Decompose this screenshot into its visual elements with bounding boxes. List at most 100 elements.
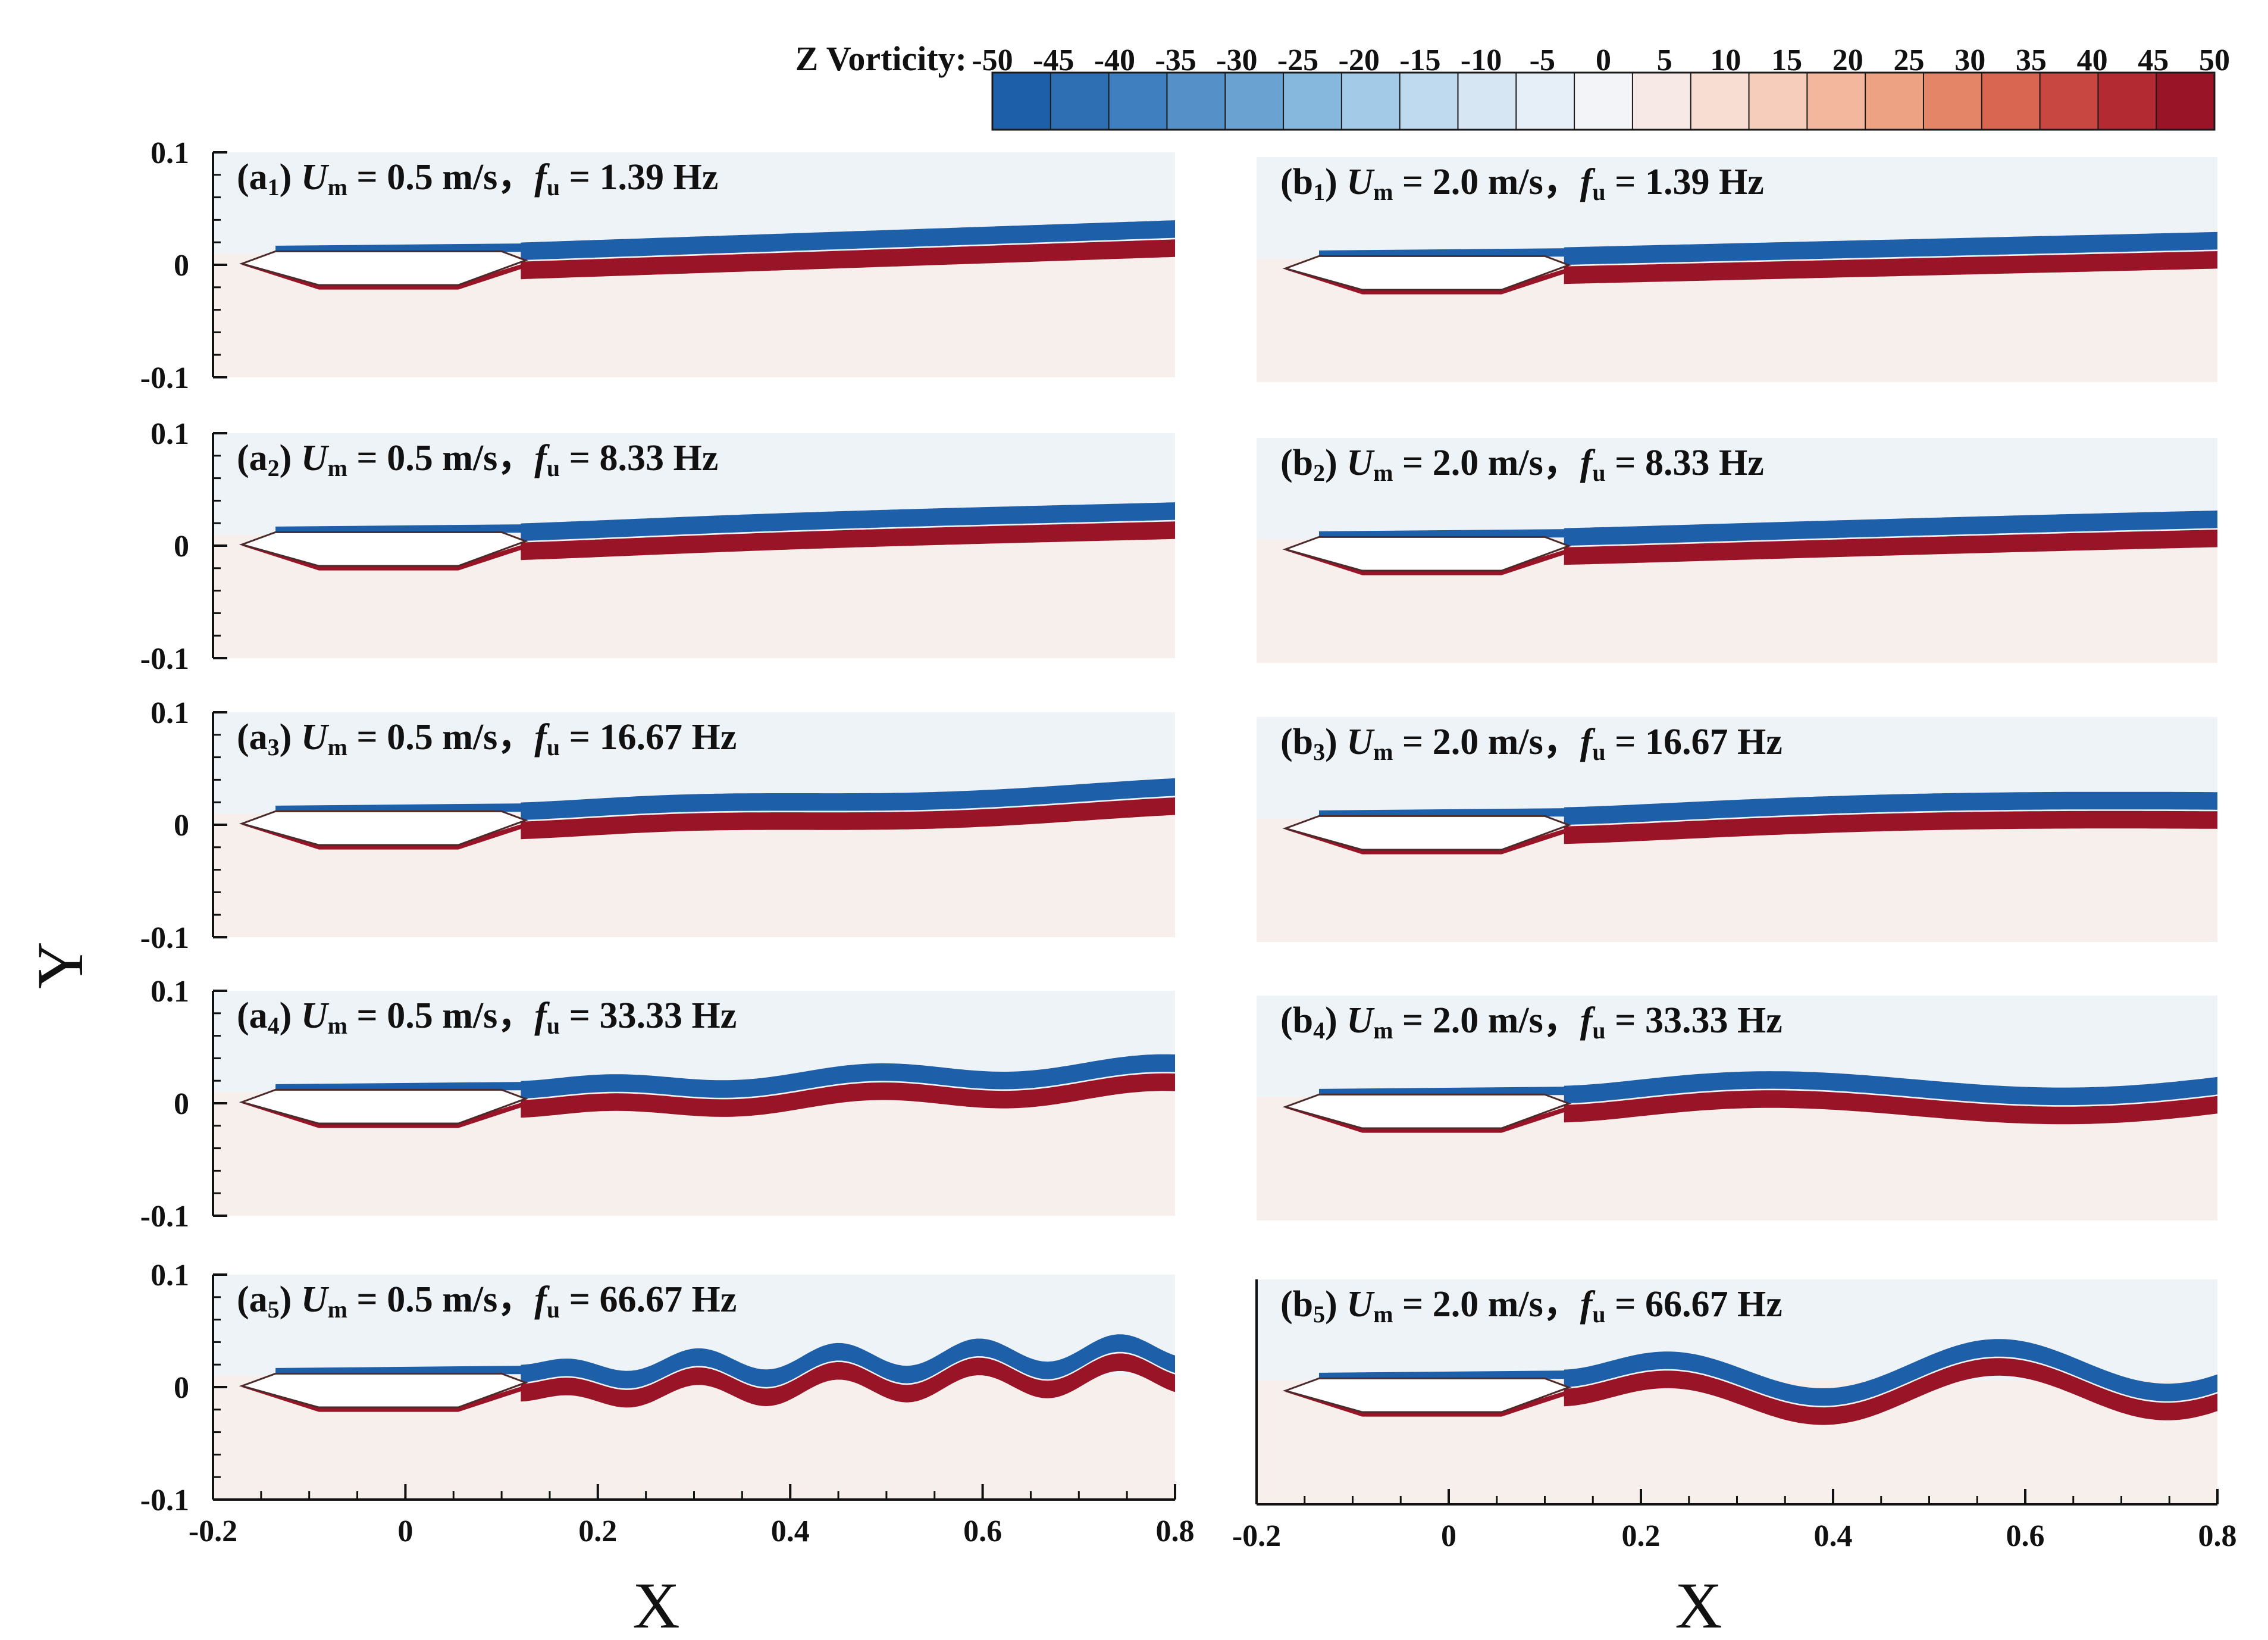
colorbar-tick-label: -30 bbox=[1216, 43, 1257, 77]
colorbar-swatch bbox=[1865, 73, 1924, 130]
colorbar-swatch bbox=[1516, 73, 1575, 130]
y-tick-label: 0.1 bbox=[151, 417, 189, 451]
colorbar-swatch bbox=[2040, 73, 2098, 130]
airfoil-body bbox=[1282, 536, 1572, 572]
colorbar-swatch bbox=[1050, 73, 1110, 130]
colorbar-tick-label: -45 bbox=[1033, 43, 1074, 77]
boundary-layer-upper bbox=[1318, 248, 1569, 257]
wake-red-layer bbox=[521, 521, 1175, 561]
colorbar-swatch bbox=[2156, 73, 2215, 130]
panel-label: (b3) Um = 2.0 m/s，fu = 16.67 Hz bbox=[1280, 722, 1783, 765]
panel-label: (a5) Um = 0.5 m/s，fu = 66.67 Hz bbox=[237, 1279, 737, 1323]
colorbar-swatch bbox=[1807, 73, 1866, 130]
colorbar-tick-label: -25 bbox=[1277, 43, 1318, 77]
wake-red-layer bbox=[1564, 810, 2217, 844]
colorbar-tick-label: 0 bbox=[1596, 43, 1611, 77]
colorbar-swatch bbox=[2098, 73, 2157, 130]
airfoil-body bbox=[1282, 815, 1572, 851]
colorbar-swatch bbox=[1108, 73, 1168, 130]
colorbar: -50 -45 -40 -35 -30 -25 -20 -15 -10 -5 0 5 10 15 20 25 3… bbox=[972, 43, 2230, 131]
colorbar-tick-label: -50 bbox=[972, 43, 1013, 77]
x-axis-label-right: X bbox=[1675, 1569, 1722, 1640]
wake-blue-layer bbox=[1564, 791, 2217, 825]
boundary-layer-upper bbox=[275, 1082, 526, 1091]
wake-blue-layer bbox=[1564, 510, 2217, 546]
colorbar-swatch bbox=[1283, 73, 1342, 130]
y-tick-label: 0.1 bbox=[151, 136, 189, 170]
x-tick-label: 0.8 bbox=[1156, 1514, 1195, 1548]
x-tick-label: 0.2 bbox=[578, 1514, 617, 1548]
x-tick-label: 0.2 bbox=[1622, 1519, 1661, 1553]
airfoil-body bbox=[1282, 255, 1572, 291]
colorbar-tick-label: -40 bbox=[1094, 43, 1135, 77]
wake-red-layer bbox=[521, 1073, 1175, 1118]
y-tick-label: 0 bbox=[174, 530, 189, 564]
y-tick-label: 0.1 bbox=[151, 975, 189, 1009]
x-tick-label: 0.6 bbox=[963, 1514, 1002, 1548]
airfoil-body bbox=[239, 250, 528, 286]
x-tick-label: 0 bbox=[1441, 1519, 1456, 1553]
airfoil-body bbox=[1282, 1093, 1572, 1129]
airfoil-body bbox=[239, 1372, 528, 1409]
wake-red-layer bbox=[521, 239, 1175, 280]
boundary-layer-upper bbox=[1318, 808, 1569, 817]
colorbar-tick-label: 25 bbox=[1894, 43, 1925, 77]
panel-b5: -0.2 0 0.2 0.4 0.6 0.8 (b5) Um = 2.0 m/s，fu = … bbox=[1232, 1279, 2237, 1553]
wake-blue-layer bbox=[1564, 1071, 2217, 1106]
colorbar-swatch bbox=[1167, 73, 1226, 130]
colorbar-swatch bbox=[1749, 73, 1807, 130]
wake-red-layer bbox=[1564, 530, 2217, 565]
x-tick-label: 0.8 bbox=[2198, 1519, 2237, 1553]
colorbar-swatch bbox=[1981, 73, 2041, 130]
panel-b3: (b3) Um = 2.0 m/s，fu = 16.67 Hz bbox=[1257, 717, 2217, 942]
y-tick-label: -0.1 bbox=[140, 361, 189, 395]
boundary-layer-upper bbox=[1318, 529, 1569, 538]
wake-red-layer bbox=[521, 797, 1175, 840]
colorbar-swatch bbox=[1225, 73, 1284, 130]
panel-a2: 0.1 0 -0.1 (a2) Um = 0.5 m/s，fu = 8.33 Hz bbox=[140, 417, 1175, 676]
colorbar-swatch bbox=[1632, 73, 1691, 130]
panel-label: (a1) Um = 0.5 m/s，fu = 1.39 Hz bbox=[237, 157, 718, 201]
colorbar-swatch bbox=[1399, 73, 1459, 130]
panels: 0.1 0 -0.1 (a1) Um = 0.5 m/s，fu = 1.39 Hz 0.… bbox=[140, 136, 2237, 1553]
x-tick-label: 0.4 bbox=[771, 1514, 810, 1548]
airfoil-body bbox=[239, 1088, 528, 1125]
colorbar-swatch bbox=[1341, 73, 1401, 130]
y-tick-label: -0.1 bbox=[140, 1483, 189, 1517]
panel-b1: (b1) Um = 2.0 m/s，fu = 1.39 Hz bbox=[1257, 157, 2217, 382]
x-axis-label-left: X bbox=[632, 1569, 679, 1640]
panel-a3: 0.1 0 -0.1 (a3) Um = 0.5 m/s，fu = 16.67 Hz bbox=[140, 696, 1175, 955]
boundary-layer-upper bbox=[275, 243, 526, 252]
panel-label: (a2) Um = 0.5 m/s，fu = 8.33 Hz bbox=[237, 438, 718, 481]
airfoil-body bbox=[239, 531, 528, 567]
colorbar-tick-label: 40 bbox=[2077, 43, 2108, 77]
colorbar-tick-label: 50 bbox=[2199, 43, 2230, 77]
colorbar-swatch bbox=[1690, 73, 1750, 130]
colorbar-tick-label: -20 bbox=[1339, 43, 1380, 77]
colorbar-tick-label: -5 bbox=[1530, 43, 1555, 77]
x-tick-label: -0.2 bbox=[1232, 1519, 1281, 1553]
colorbar-tick-label: -15 bbox=[1399, 43, 1440, 77]
wake-blue-layer bbox=[521, 502, 1175, 542]
y-tick-label: 0 bbox=[174, 1371, 189, 1405]
colorbar-swatch bbox=[1458, 73, 1517, 130]
y-tick-label: -0.1 bbox=[140, 1200, 189, 1234]
colorbar-tick-label: 20 bbox=[1832, 43, 1863, 77]
panel-b4: (b4) Um = 2.0 m/s，fu = 33.33 Hz bbox=[1257, 996, 2217, 1220]
x-tick-label: 0 bbox=[397, 1514, 413, 1548]
y-tick-label: 0.1 bbox=[151, 1259, 189, 1292]
panel-a5: 0.1 0 -0.1-0.2 0 0.2 0.4 0.6 0.8 (a5) Um = 0.5 m… bbox=[140, 1259, 1195, 1548]
wake-blue-layer bbox=[521, 220, 1175, 261]
colorbar-tick-label: 15 bbox=[1771, 43, 1802, 77]
colorbar-tick-label: 10 bbox=[1710, 43, 1741, 77]
colorbar-frame bbox=[991, 71, 2216, 131]
wake-red-layer bbox=[1564, 1090, 2217, 1125]
wake-blue-layer bbox=[521, 1334, 1175, 1389]
colorbar-tick-label: -35 bbox=[1155, 43, 1196, 77]
x-tick-label: -0.2 bbox=[189, 1514, 237, 1548]
airfoil-body bbox=[239, 810, 528, 846]
panel-label: (a4) Um = 0.5 m/s，fu = 33.33 Hz bbox=[237, 996, 737, 1039]
wake-red-layer bbox=[1564, 1358, 2217, 1425]
panel-label: (b2) Um = 2.0 m/s，fu = 8.33 Hz bbox=[1280, 443, 1764, 486]
